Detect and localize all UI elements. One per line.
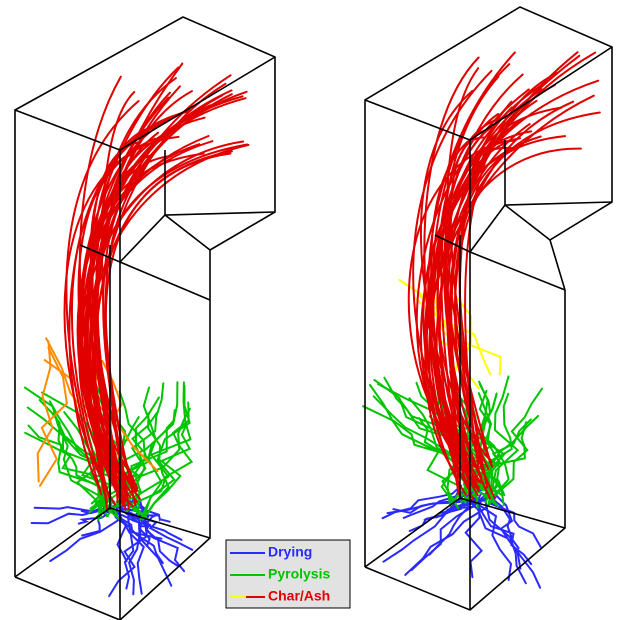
legend-label: Drying (268, 544, 312, 560)
slope-edge (120, 215, 210, 262)
trajectory (493, 389, 542, 497)
figure: Drying Pyrolysis Char/Ash (0, 0, 636, 620)
trajectory (492, 495, 541, 547)
page: DryingPyrolysisChar/Ash (() => { const d… (0, 0, 636, 620)
legend-label: Char/Ash (268, 588, 330, 604)
legend-label: Pyrolysis (268, 566, 330, 582)
slope-edge (470, 205, 550, 252)
inner-edge (165, 150, 275, 215)
legend: Drying Pyrolysis Char/Ash (226, 540, 350, 608)
